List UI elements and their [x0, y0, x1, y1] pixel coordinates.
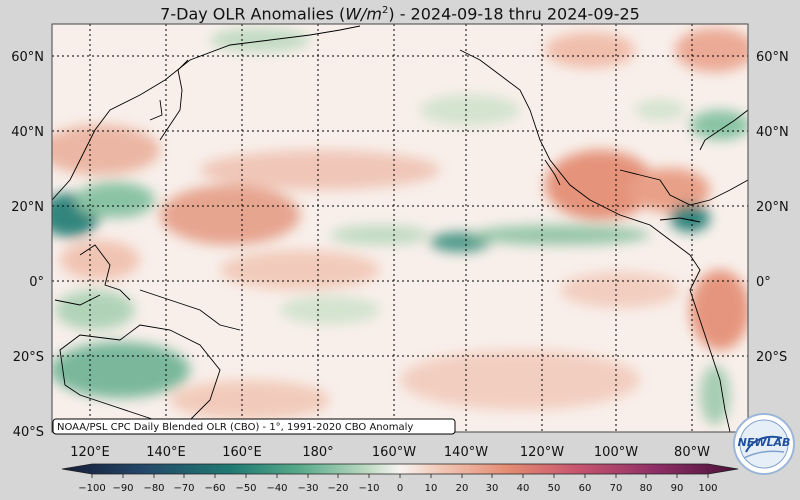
lat-labels-right: 60°N 40°N 20°N 0° 20°S — [756, 50, 789, 365]
colorbar-tick-label: 30 — [486, 483, 499, 494]
lat-label: 20°S — [13, 350, 44, 365]
colorbar-tick-label: 70 — [610, 483, 623, 494]
colorbar-tick-label: −70 — [173, 483, 194, 494]
lat-label: 60°N — [756, 50, 789, 65]
lat-label: 20°S — [756, 350, 787, 365]
colorbar-tick-label: −60 — [204, 483, 225, 494]
lat-label: 20°N — [11, 200, 44, 215]
lat-label: 40°S — [13, 425, 44, 440]
colorbar-tick-label: 10 — [425, 483, 438, 494]
lat-label: 20°N — [756, 200, 789, 215]
lab-logo: NEWLAB — [733, 413, 795, 475]
lat-label: 40°N — [11, 125, 44, 140]
lon-label: 120°E — [70, 445, 110, 460]
lat-labels-left: 60°N 40°N 20°N 0° 20°S 40°S — [11, 50, 44, 440]
colorbar-tick-label: −80 — [143, 483, 164, 494]
colorbar-tick-label: −90 — [112, 483, 133, 494]
lat-label: 0° — [29, 275, 44, 290]
lon-label: 140°E — [146, 445, 186, 460]
lon-label: 100°W — [594, 445, 638, 460]
colorbar-tick-label: 20 — [456, 483, 469, 494]
colorbar-tick-label: 40 — [517, 483, 530, 494]
lon-label: 160°E — [222, 445, 262, 460]
colorbar-labels: −100 −90 −80 −70 −60 −50 −40 −30 −20 −10… — [78, 483, 717, 494]
colorbar-tick-label: 50 — [548, 483, 561, 494]
lon-label: 140°W — [444, 445, 488, 460]
colorbar-tick-label: −100 — [78, 483, 105, 494]
lat-label: 0° — [756, 275, 771, 290]
source-note-text: NOAA/PSL CPC Daily Blended OLR (CBO) - 1… — [57, 422, 413, 433]
colorbar-tick-label: −50 — [235, 483, 256, 494]
colorbar-tick-label: 90 — [671, 483, 684, 494]
logo-text: NEWLAB — [738, 436, 791, 449]
graticule — [52, 24, 748, 432]
lon-label: 160°W — [372, 445, 416, 460]
colorbar-tick-label: −20 — [327, 483, 348, 494]
lon-labels: 120°E 140°E 160°E 180° 160°W 140°W 120°W… — [70, 445, 710, 460]
colorbar-bar — [61, 463, 739, 475]
colorbar-tick-label: −30 — [297, 483, 318, 494]
colorbar-tick-label: 0 — [397, 483, 403, 494]
colorbar-tick-label: 80 — [640, 483, 653, 494]
anomaly-field — [52, 24, 748, 432]
colorbar-tick-label: 60 — [579, 483, 592, 494]
lat-label: 40°N — [756, 125, 789, 140]
source-note: NOAA/PSL CPC Daily Blended OLR (CBO) - 1… — [52, 418, 456, 435]
colorbar-tick-label: 100 — [698, 483, 717, 494]
colorbar-ticks — [91, 474, 709, 478]
lon-label: 120°W — [520, 445, 564, 460]
colorbar-tick-label: −40 — [266, 483, 287, 494]
lat-label: 60°N — [11, 50, 44, 65]
lon-label: 80°W — [674, 445, 710, 460]
colorbar: −100 −90 −80 −70 −60 −50 −40 −30 −20 −10… — [61, 463, 739, 494]
map-title: 7-Day OLR Anomalies (W/m2) - 2024-09-18 … — [160, 4, 640, 24]
colorbar-tick-label: −10 — [358, 483, 379, 494]
lon-label: 180° — [302, 445, 333, 460]
